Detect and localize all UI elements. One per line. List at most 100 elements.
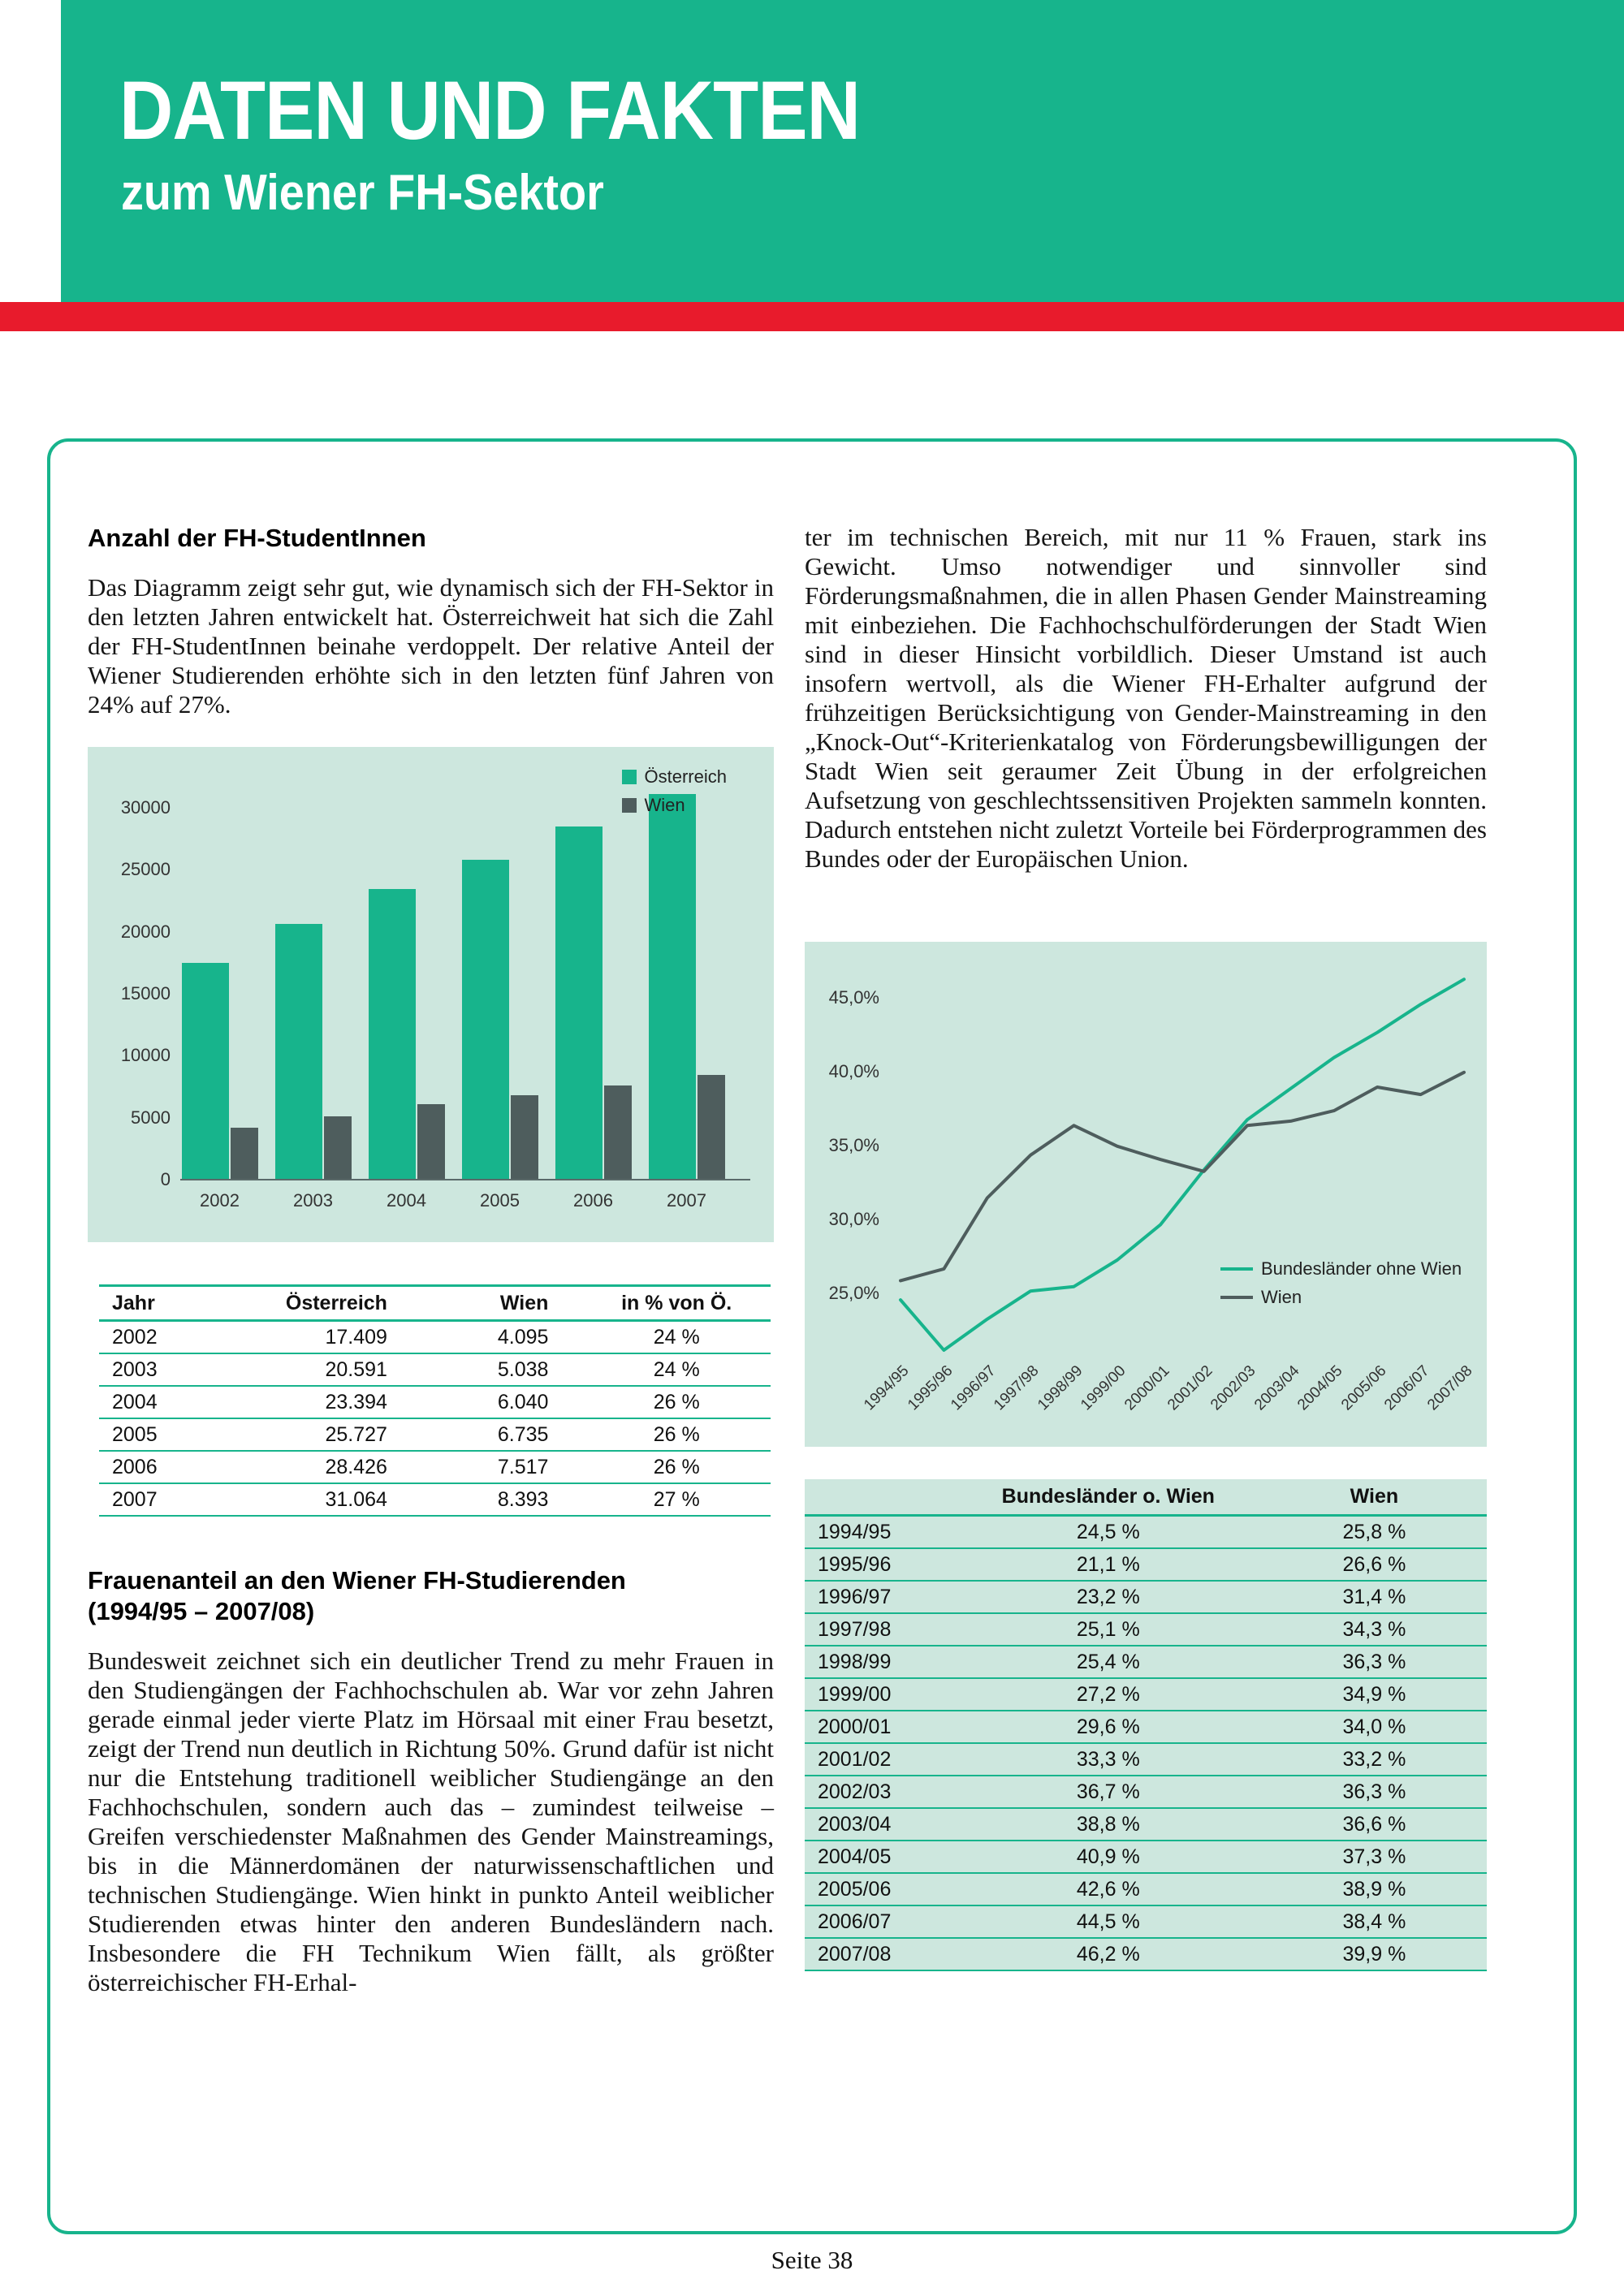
table-row: 2001/02 33,3 % 33,2 %: [805, 1744, 1487, 1776]
table-header-row: Jahr Österreich Wien in % von Ö.: [99, 1284, 771, 1322]
table-cell: 2004: [112, 1390, 158, 1413]
y-axis-label: 25,0%: [828, 1283, 879, 1303]
table-cell: 1994/95: [818, 1520, 892, 1543]
x-axis-label: 2007: [667, 1190, 706, 1211]
y-axis-label: 40,0%: [828, 1061, 879, 1081]
x-axis-label: 2005: [480, 1190, 520, 1211]
table-cell: 25,1 %: [1076, 1617, 1140, 1641]
table-cell: 40,9 %: [1076, 1845, 1140, 1868]
table-cell: 34,9 %: [1342, 1682, 1406, 1706]
column-header: Wien: [1350, 1485, 1399, 1508]
x-axis-label: 2002: [200, 1190, 240, 1211]
table-cell: 1998/99: [818, 1650, 892, 1673]
page-number: Seite 38: [771, 2246, 853, 2274]
table-row: 2004 23.394 6.040 26 %: [99, 1387, 771, 1419]
table-row: 1996/97 23,2 % 31,4 %: [805, 1582, 1487, 1614]
bar-oesterreich: [368, 889, 416, 1179]
table-cell: 34,3 %: [1342, 1617, 1406, 1641]
bar-wien: [697, 1075, 725, 1179]
header-band: DATEN UND FAKTEN zum Wiener FH-Sektor: [61, 0, 1624, 302]
table-cell: 36,3 %: [1342, 1650, 1406, 1673]
series-line: [899, 1070, 1466, 1283]
table-cell: 2002/03: [818, 1780, 892, 1803]
table-row: 2003/04 38,8 % 36,6 %: [805, 1809, 1487, 1841]
table-cell: 1995/96: [818, 1552, 892, 1576]
page-title: DATEN UND FAKTEN: [119, 64, 861, 157]
chart-legend: Bundesländer ohne Wien Wien: [1220, 1258, 1462, 1308]
table-cell: 26,6 %: [1342, 1552, 1406, 1576]
bar-wien: [417, 1104, 445, 1179]
section-heading-students: Anzahl der FH-StudentInnen: [88, 524, 426, 552]
table-cell: 1999/00: [818, 1682, 892, 1706]
table-cell: 24 %: [653, 1357, 700, 1381]
series-line: [899, 978, 1466, 1352]
table-cell: 38,8 %: [1076, 1812, 1140, 1836]
table-cell: 2003/04: [818, 1812, 892, 1836]
table-cell: 24,5 %: [1076, 1520, 1140, 1543]
legend-label: Wien: [644, 795, 685, 815]
y-axis-label: 25000: [120, 859, 171, 880]
table-cell: 2005: [112, 1422, 158, 1446]
table-row: 2005 25.727 6.735 26 %: [99, 1419, 771, 1452]
table-header-row: Bundesländer o. Wien Wien: [805, 1479, 1487, 1517]
women-share-table: Bundesländer o. Wien Wien 1994/95 24,5 % 25,…: [805, 1479, 1487, 1971]
table-cell: 23.394: [325, 1390, 387, 1413]
x-axis-label: 2003: [293, 1190, 333, 1211]
table-row: 1997/98 25,1 % 34,3 %: [805, 1614, 1487, 1646]
table-cell: 34,0 %: [1342, 1715, 1406, 1738]
table-row: 2003 20.591 5.038 24 %: [99, 1354, 771, 1387]
table-cell: 26 %: [653, 1390, 700, 1413]
section-heading-women-line1: Frauenanteil an den Wiener FH-Studierend…: [88, 1566, 626, 1595]
table-cell: 46,2 %: [1076, 1942, 1140, 1966]
table-cell: 1997/98: [818, 1617, 892, 1641]
table-cell: 36,7 %: [1076, 1780, 1140, 1803]
table-cell: 2003: [112, 1357, 158, 1381]
bar-wien: [230, 1128, 258, 1179]
bar-oesterreich: [274, 924, 322, 1179]
x-axis-line: [180, 1179, 750, 1180]
table-cell: 39,9 %: [1342, 1942, 1406, 1966]
table-cell: 27 %: [653, 1487, 700, 1511]
column-header: Jahr: [112, 1291, 155, 1314]
table-row: 2002 17.409 4.095 24 %: [99, 1322, 771, 1354]
table-cell: 1996/97: [818, 1585, 892, 1608]
table-cell: 27,2 %: [1076, 1682, 1140, 1706]
bar-wien: [510, 1095, 538, 1179]
bar-oesterreich: [555, 826, 603, 1179]
table-cell: 23,2 %: [1076, 1585, 1140, 1608]
table-row: 1998/99 25,4 % 36,3 %: [805, 1646, 1487, 1679]
table-cell: 17.409: [325, 1325, 387, 1349]
x-axis-label: 2004: [387, 1190, 426, 1211]
legend-label: Wien: [1261, 1287, 1302, 1307]
students-bar-chart: 0 5000 10000 15000 20000 25000 30000 2002 2003 20…: [88, 747, 774, 1242]
table-cell: 6.040: [497, 1390, 549, 1413]
bar-oesterreich: [648, 794, 696, 1179]
legend-label: Bundesländer ohne Wien: [1261, 1258, 1462, 1279]
legend-swatch-icon: [621, 770, 637, 784]
table-cell: 38,9 %: [1342, 1877, 1406, 1901]
paragraph-women: Bundesweit zeichnet sich ein deutlicher …: [88, 1646, 774, 1996]
table-cell: 36,6 %: [1342, 1812, 1406, 1836]
table-row: 2007 31.064 8.393 27 %: [99, 1484, 771, 1517]
table-row: 2004/05 40,9 % 37,3 %: [805, 1841, 1487, 1874]
y-axis-label: 30000: [120, 797, 171, 818]
table-cell: 21,1 %: [1076, 1552, 1140, 1576]
table-cell: 7.517: [497, 1455, 549, 1478]
table-cell: 2001/02: [818, 1747, 892, 1771]
table-cell: 33,3 %: [1076, 1747, 1140, 1771]
y-axis-label: 5000: [131, 1107, 171, 1128]
table-cell: 2002: [112, 1325, 158, 1349]
table-cell: 2004/05: [818, 1845, 892, 1868]
table-cell: 6.735: [497, 1422, 549, 1446]
table-row: 2002/03 36,7 % 36,3 %: [805, 1776, 1487, 1809]
bar-oesterreich: [461, 860, 509, 1179]
legend-entry: Wien: [1220, 1287, 1462, 1308]
legend-entry: Bundesländer ohne Wien: [1220, 1258, 1462, 1280]
table-cell: 2006/07: [818, 1910, 892, 1933]
bar-oesterreich: [181, 963, 229, 1179]
legend-entry: Wien: [621, 795, 727, 816]
section-heading-women-line2: (1994/95 – 2007/08): [88, 1597, 315, 1625]
paragraph-continuation: ter im technischen Bereich, mit nur 11 %…: [805, 523, 1487, 873]
content-box: Anzahl der FH-StudentInnen Das Diagramm …: [47, 438, 1577, 2234]
